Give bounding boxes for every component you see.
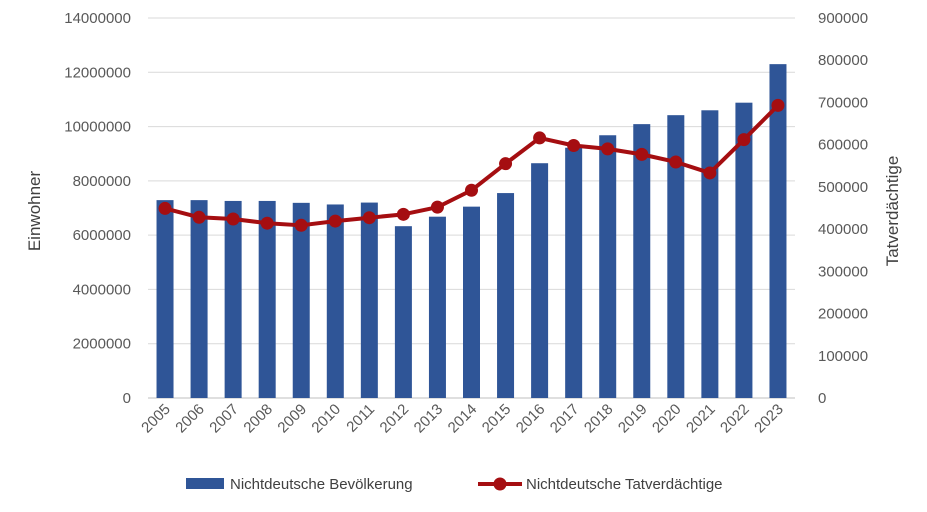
bar	[224, 200, 242, 398]
y2-tick-label: 200000	[818, 306, 868, 323]
legend-line-label: Nichtdeutsche Tatverdächtige	[526, 476, 723, 493]
line-point	[737, 133, 751, 147]
bar	[735, 102, 753, 398]
line-point	[396, 207, 410, 221]
bar	[428, 216, 446, 398]
legend-bar-swatch	[186, 478, 224, 489]
y-tick-label: 4000000	[73, 281, 131, 298]
y-tick-label: 0	[123, 390, 131, 407]
x-tick-label: 2012	[377, 401, 413, 437]
bar	[394, 226, 412, 398]
line-point	[260, 216, 274, 230]
y2-tick-label: 300000	[818, 263, 868, 280]
right-axis-ticks: 0 100000 200000 300000 400000 500000 600000 700…	[818, 10, 868, 407]
left-axis-ticks: 0 2000000 4000000 6000000 8000000 10000000 120…	[64, 10, 131, 407]
bar	[156, 200, 174, 398]
line-point	[362, 211, 376, 225]
y2-tick-label: 0	[818, 390, 826, 407]
bar	[531, 163, 549, 398]
x-tick-label: 2011	[343, 401, 378, 436]
line-point	[601, 142, 615, 156]
x-tick-label: 2018	[581, 401, 617, 437]
x-tick-label: 2016	[513, 401, 549, 437]
x-tick-label: 2017	[547, 401, 583, 437]
line-point	[226, 212, 240, 226]
line-point	[430, 200, 444, 214]
line-point	[328, 214, 342, 228]
x-tick-label: 2005	[138, 401, 174, 437]
line-point	[294, 218, 308, 232]
x-tick-label: 2010	[308, 401, 344, 437]
x-tick-label: 2020	[649, 401, 685, 437]
bar	[633, 124, 651, 398]
x-tick-label: 2009	[274, 401, 310, 437]
x-tick-label: 2007	[206, 401, 242, 437]
line-point	[567, 139, 581, 153]
bar	[190, 200, 208, 398]
y2-tick-label: 100000	[818, 348, 868, 365]
y2-tick-label: 800000	[818, 52, 868, 69]
y2-tick-label: 500000	[818, 179, 868, 196]
legend: Nichtdeutsche Bevölkerung Nichtdeutsche …	[186, 476, 723, 493]
bar	[497, 193, 515, 398]
line-point	[669, 155, 683, 169]
y2-tick-label: 900000	[818, 10, 868, 27]
y2-tick-label: 600000	[818, 137, 868, 154]
bar	[258, 200, 276, 398]
x-tick-label: 2014	[445, 401, 481, 437]
bar	[326, 204, 344, 398]
bar	[463, 206, 480, 398]
right-axis-title: Tatverdächtige	[883, 156, 902, 267]
line-point	[158, 201, 172, 215]
x-tick-label: 2008	[240, 401, 276, 437]
x-tick-label: 2022	[717, 401, 753, 437]
bar-series	[156, 64, 787, 399]
x-tick-label: 2006	[172, 401, 208, 437]
line-point	[703, 166, 717, 180]
x-tick-label: 2013	[411, 401, 447, 437]
bar	[360, 202, 378, 398]
line-point	[499, 157, 513, 171]
x-tick-label: 2021	[683, 401, 719, 437]
x-tick-label: 2015	[479, 401, 515, 437]
y-tick-label: 2000000	[73, 336, 131, 353]
line-point	[465, 183, 478, 197]
line-point	[635, 147, 649, 161]
y-tick-label: 12000000	[64, 64, 131, 81]
left-axis-title: Einwohner	[25, 170, 44, 251]
y-tick-label: 8000000	[73, 173, 131, 190]
bar	[701, 110, 719, 399]
y2-tick-label: 700000	[818, 94, 868, 111]
y2-tick-label: 400000	[818, 221, 868, 238]
y-tick-label: 14000000	[64, 10, 131, 27]
y-tick-label: 10000000	[64, 119, 131, 136]
bar	[599, 135, 617, 398]
line-point	[192, 210, 206, 224]
y-tick-label: 6000000	[73, 227, 131, 244]
legend-bar-label: Nichtdeutsche Bevölkerung	[230, 476, 413, 493]
line-series	[158, 98, 785, 232]
bar	[667, 115, 685, 399]
x-tick-label: 2023	[751, 401, 787, 437]
line-point	[533, 131, 547, 145]
bar	[292, 202, 310, 398]
bar	[565, 147, 583, 398]
legend-line-marker	[493, 477, 507, 491]
x-tick-label: 2019	[615, 401, 651, 437]
bar	[769, 64, 787, 399]
line-point	[771, 98, 785, 112]
